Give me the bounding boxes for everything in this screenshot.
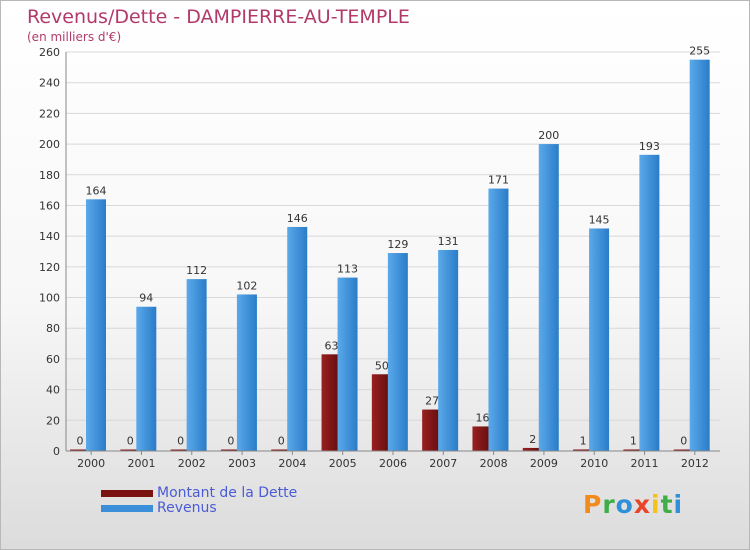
data-label-revenus-2007: 131 <box>438 235 459 248</box>
x-tick-label: 2008 <box>480 457 508 470</box>
bar-revenus-2000 <box>86 199 106 451</box>
y-tick-label: 120 <box>39 261 60 274</box>
data-label-revenus-2001: 94 <box>139 292 153 305</box>
chart-subtitle: (en milliers d'€) <box>27 30 121 44</box>
legend-label-dette: Montant de la Dette <box>157 485 298 501</box>
data-label-dette-2003: 0 <box>227 435 234 448</box>
x-tick-label: 2009 <box>530 457 558 470</box>
data-label-revenus-2010: 145 <box>589 213 610 226</box>
legend-swatch-revenus <box>101 505 153 512</box>
x-tick-label: 2010 <box>580 457 608 470</box>
bar-revenus-2011 <box>639 154 660 452</box>
bar-dette-2007 <box>422 409 443 451</box>
bar-revenus-2001 <box>136 306 157 451</box>
data-label-revenus-2009: 200 <box>538 129 559 142</box>
data-label-dette-2012: 0 <box>680 435 687 448</box>
bar-dette-2000 <box>70 449 90 451</box>
data-label-dette-2001: 0 <box>127 435 134 448</box>
x-tick-label: 2002 <box>178 457 206 470</box>
y-tick-label: 140 <box>39 230 60 243</box>
bar-dette-2002 <box>170 449 191 451</box>
data-label-dette-2004: 0 <box>278 435 285 448</box>
x-tick-label: 2000 <box>77 457 105 470</box>
data-label-dette-2002: 0 <box>177 435 184 448</box>
data-label-dette-2009: 2 <box>529 433 536 446</box>
bar-dette-2008 <box>472 426 493 451</box>
y-tick-label: 160 <box>39 199 60 212</box>
legend-swatch-dette <box>101 490 153 497</box>
data-label-revenus-2002: 112 <box>186 264 207 277</box>
y-tick-label: 240 <box>39 77 60 90</box>
bar-revenus-2007 <box>438 249 459 451</box>
x-tick-label: 2001 <box>127 457 155 470</box>
bar-dette-2009 <box>522 447 543 451</box>
x-tick-label: 2004 <box>278 457 306 470</box>
bar-dette-2001 <box>120 449 141 451</box>
legend-label-revenus: Revenus <box>157 500 217 516</box>
x-tick-label: 2003 <box>228 457 256 470</box>
data-label-revenus-2006: 129 <box>387 238 408 251</box>
data-label-dette-2007: 27 <box>425 395 439 408</box>
y-tick-label: 100 <box>39 292 60 305</box>
bar-dette-2003 <box>220 449 241 451</box>
data-label-dette-2010: 1 <box>580 434 587 447</box>
bar-revenus-2005 <box>337 277 358 451</box>
x-tick-label: 2011 <box>631 457 659 470</box>
y-tick-label: 60 <box>46 353 60 366</box>
data-label-revenus-2003: 102 <box>236 279 257 292</box>
y-tick-label: 20 <box>46 414 60 427</box>
data-label-revenus-2012: 255 <box>689 45 710 58</box>
proxiti-logo: Proxiti <box>583 490 684 519</box>
bar-dette-2005 <box>321 354 342 451</box>
bar-revenus-2004 <box>287 226 308 451</box>
y-tick-label: 0 <box>53 445 60 458</box>
bar-revenus-2009 <box>538 144 559 452</box>
data-label-dette-2005: 63 <box>325 339 339 352</box>
data-label-revenus-2005: 113 <box>337 263 358 276</box>
y-tick-label: 260 <box>39 46 60 59</box>
data-label-revenus-2000: 164 <box>86 184 107 197</box>
x-tick-label: 2007 <box>429 457 457 470</box>
bar-revenus-2008 <box>488 188 509 452</box>
data-label-dette-2008: 16 <box>475 411 489 424</box>
bars: 0164094011201020146631135012927131161712… <box>70 45 710 452</box>
data-label-dette-2011: 1 <box>630 434 637 447</box>
y-tick-label: 80 <box>46 322 60 335</box>
x-tick-label: 2006 <box>379 457 407 470</box>
bar-dette-2010 <box>573 449 594 451</box>
y-tick-label: 40 <box>46 384 60 397</box>
bar-revenus-2010 <box>589 228 610 451</box>
data-label-dette-2006: 50 <box>375 359 389 372</box>
x-tick-label: 2005 <box>329 457 357 470</box>
bar-revenus-2012 <box>689 59 710 452</box>
bar-revenus-2003 <box>236 294 257 451</box>
y-tick-label: 200 <box>39 138 60 151</box>
data-label-revenus-2004: 146 <box>287 212 308 225</box>
bar-dette-2011 <box>623 449 644 451</box>
y-tick-label: 180 <box>39 169 60 182</box>
bar-revenus-2002 <box>186 279 207 451</box>
bar-dette-2004 <box>271 449 292 451</box>
bar-dette-2012 <box>673 449 694 451</box>
chart-title: Revenus/Dette - DAMPIERRE-AU-TEMPLE <box>27 6 410 28</box>
bar-dette-2006 <box>371 374 392 451</box>
data-label-revenus-2008: 171 <box>488 174 509 187</box>
y-tick-label: 220 <box>39 107 60 120</box>
data-label-dette-2000: 0 <box>77 435 84 448</box>
bar-revenus-2006 <box>387 253 408 451</box>
data-label-revenus-2011: 193 <box>639 140 660 153</box>
x-tick-label: 2012 <box>681 457 709 470</box>
axes: 0204060801001201401601802002202402602000… <box>39 46 720 470</box>
